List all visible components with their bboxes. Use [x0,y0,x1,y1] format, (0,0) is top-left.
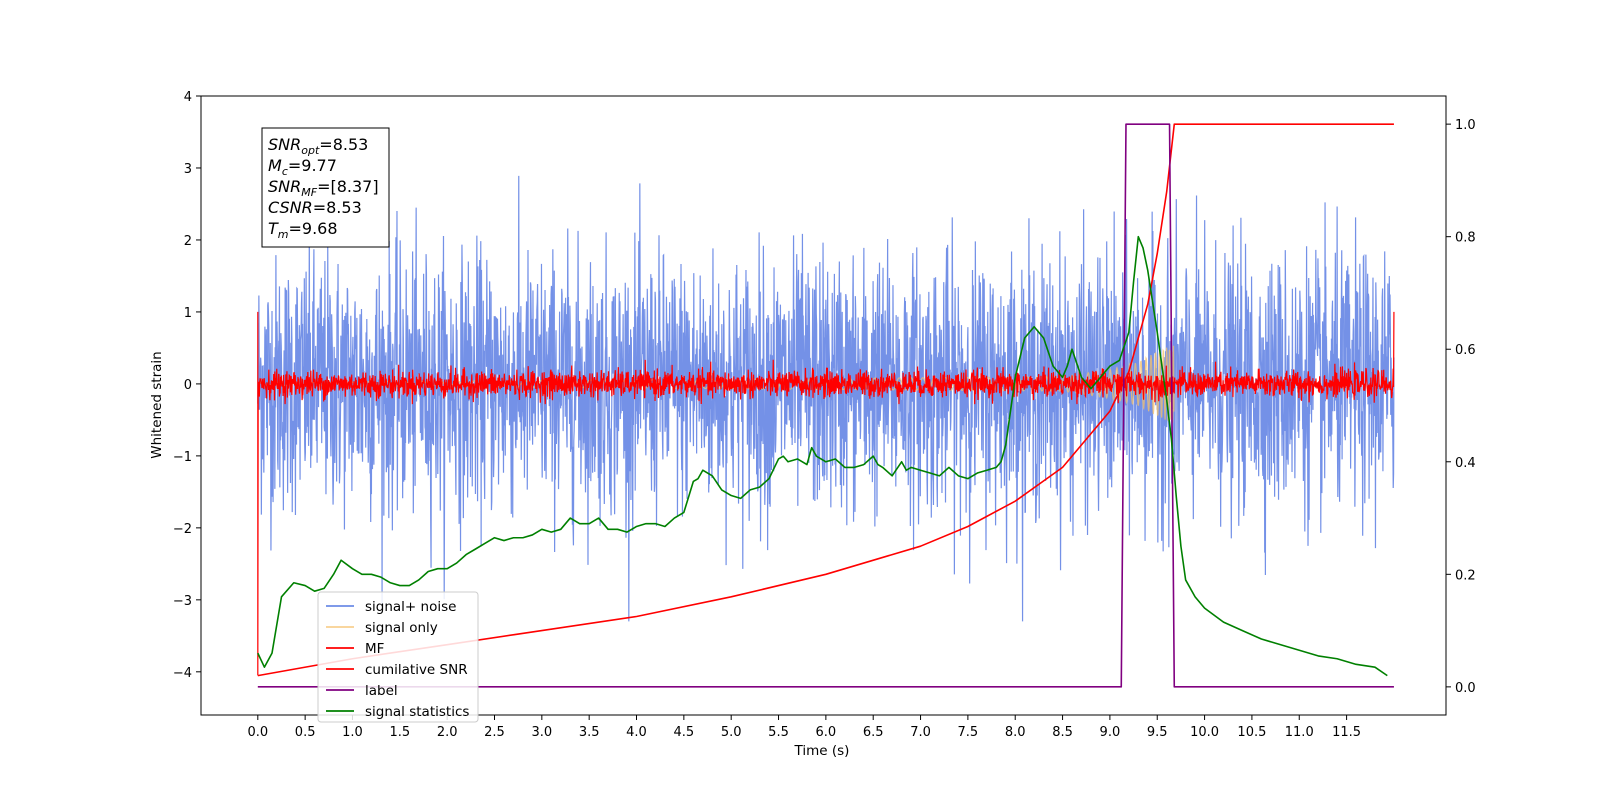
y-axis-right: 1.0 0.8 0.6 0.4 0.2 0.0 [1446,118,1476,696]
x-axis: 0.0 0.5 1.0 1.5 2.0 2.5 3.0 3.5 4.0 4.5 5.0 5.5 6.0 6… [247,715,1361,740]
legend-label: label [365,683,398,699]
y-axis-label: Whitened strain [149,351,165,458]
x-tick-label: 4.5 [674,725,695,740]
y-tick-label: 4 [184,90,192,105]
y-tick-label: −3 [173,594,192,609]
series-signal-statistics-line [257,235,1388,677]
y-tick-label: 3 [184,162,192,177]
annotation-symbol: SNR [268,177,301,196]
annotation-subscript: opt [301,144,320,157]
x-tick-label: 4.0 [626,725,647,740]
annotation-value: =9.68 [289,219,338,238]
annotation-value: =8.53 [313,198,362,217]
x-tick-label: 3.0 [531,725,552,740]
annotation-subscript: m [278,228,289,241]
stats-annotation-box: SNRopt=8.53Mc=9.77SNRMF=[8.37]CSNR=8.53T… [261,127,390,248]
x-tick-label: 5.5 [768,725,789,740]
annotation-subscript: c [282,165,288,178]
legend: signal+ noise signal only MF cumilative SNR… [317,591,479,723]
y-right-tick-label: 0.4 [1455,456,1476,471]
x-tick-label: 6.0 [816,725,837,740]
x-tick-label: 6.5 [863,725,884,740]
y-tick-label: −2 [173,522,192,537]
x-axis-label: Time (s) [794,743,850,759]
y-tick-label: 1 [184,306,192,321]
annotation-line: CSNR=8.53 [268,198,362,217]
annotation-frame [261,127,390,248]
x-tick-label: 5.0 [721,725,742,740]
annotation-line: Tm=9.68 [268,219,338,241]
x-tick-label: 8.0 [1005,725,1026,740]
annotation-symbol: CSNR [268,198,313,217]
y-right-tick-label: 0.8 [1455,231,1476,246]
legend-label: signal only [365,620,438,636]
legend-label: MF [365,641,384,657]
annotation-symbol: SNR [268,135,301,154]
x-tick-label: 1.0 [342,725,363,740]
annotation-value: =8.53 [319,135,368,154]
x-tick-label: 11.5 [1332,725,1361,740]
annotation-value: =[8.37] [317,177,379,196]
y-axis-left: 4 3 2 1 0 −1 −2 −3 −4 [173,90,201,681]
x-tick-label: 1.5 [389,725,410,740]
legend-label: cumilative SNR [365,662,468,678]
legend-label: signal statistics [365,704,469,720]
x-tick-label: 3.5 [579,725,600,740]
series-signal-noise-line [257,175,1395,622]
x-tick-label: 2.5 [484,725,505,740]
x-tick-label: 0.0 [247,725,268,740]
annotation-symbol: T [268,219,279,238]
y-right-tick-label: 0.0 [1455,681,1476,696]
y-tick-label: 0 [184,378,192,393]
y-tick-label: −1 [173,450,192,465]
legend-label: signal+ noise [365,599,456,615]
annotation-symbol: M [268,156,282,175]
x-tick-label: 0.5 [295,725,316,740]
series-mf-line [257,311,1395,676]
x-tick-label: 10.5 [1237,725,1266,740]
annotation-value: =9.77 [288,156,337,175]
x-tick-label: 9.5 [1147,725,1168,740]
series-label-line [257,123,1394,688]
series-cumilative-snr-line [257,123,1394,677]
x-tick-label: 7.0 [910,725,931,740]
series-layer [257,123,1395,688]
axes-frame [200,95,1447,716]
x-tick-label: 7.5 [958,725,979,740]
annotation-subscript: MF [301,186,317,199]
y-right-tick-label: 1.0 [1455,118,1476,133]
y-right-tick-label: 0.2 [1455,568,1476,583]
x-tick-label: 10.0 [1190,725,1219,740]
x-tick-label: 8.5 [1052,725,1073,740]
x-tick-label: 2.0 [437,725,458,740]
y-right-tick-label: 0.6 [1455,343,1476,358]
legend-frame [317,591,479,723]
annotation-line: SNRMF=[8.37] [268,177,379,199]
x-tick-label: 9.0 [1100,725,1121,740]
y-tick-label: −4 [173,666,192,681]
annotation-line: SNRopt=8.53 [268,135,368,157]
x-tick-label: 11.0 [1285,725,1314,740]
annotation-line: Mc=9.77 [268,156,337,178]
y-tick-label: 2 [184,234,192,249]
